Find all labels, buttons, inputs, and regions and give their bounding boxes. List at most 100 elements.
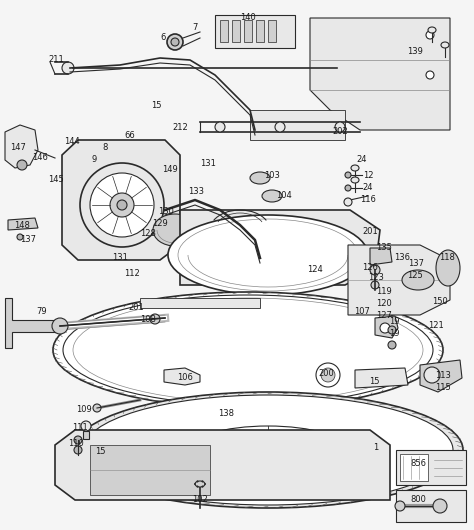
Polygon shape	[375, 316, 398, 338]
Polygon shape	[215, 15, 295, 48]
Text: 116: 116	[360, 196, 376, 205]
Circle shape	[426, 71, 434, 79]
Bar	[220, 20, 228, 42]
Polygon shape	[355, 368, 408, 388]
Circle shape	[80, 163, 164, 247]
Text: 130: 130	[158, 208, 174, 216]
Text: 106: 106	[177, 374, 193, 383]
Text: 133: 133	[188, 188, 204, 197]
Text: 148: 148	[14, 220, 30, 229]
Polygon shape	[310, 18, 450, 130]
Text: 24: 24	[363, 183, 373, 192]
Ellipse shape	[428, 27, 436, 33]
Text: 138: 138	[218, 410, 234, 419]
Text: 108: 108	[140, 315, 156, 324]
Circle shape	[395, 501, 405, 511]
Circle shape	[74, 446, 82, 454]
Circle shape	[194, 483, 196, 485]
Ellipse shape	[53, 292, 443, 408]
Text: 146: 146	[32, 154, 48, 163]
Polygon shape	[250, 110, 345, 140]
Circle shape	[335, 122, 345, 132]
Ellipse shape	[250, 172, 270, 184]
Text: 19: 19	[389, 317, 399, 326]
Text: 126: 126	[362, 263, 378, 272]
Text: 118: 118	[439, 253, 455, 262]
Text: 149: 149	[162, 165, 178, 174]
Polygon shape	[140, 298, 260, 308]
Text: 123: 123	[368, 273, 384, 282]
Text: 144: 144	[64, 137, 80, 146]
Text: 110: 110	[68, 439, 84, 448]
Bar	[396, 490, 466, 522]
Circle shape	[167, 34, 183, 50]
Text: 112: 112	[124, 269, 140, 278]
Text: 6: 6	[160, 32, 166, 41]
Circle shape	[52, 318, 68, 334]
Polygon shape	[420, 360, 462, 392]
Circle shape	[344, 198, 352, 206]
Ellipse shape	[262, 190, 282, 202]
Circle shape	[17, 160, 27, 170]
Circle shape	[202, 486, 203, 488]
Text: 211: 211	[48, 56, 64, 65]
Circle shape	[371, 281, 379, 289]
Circle shape	[171, 38, 179, 46]
Bar	[90, 445, 210, 495]
Text: 15: 15	[151, 102, 161, 110]
Bar	[232, 20, 240, 42]
Circle shape	[275, 122, 285, 132]
Text: 19: 19	[389, 330, 399, 339]
Circle shape	[321, 368, 335, 382]
Ellipse shape	[436, 250, 460, 286]
Bar	[400, 454, 428, 481]
Ellipse shape	[83, 395, 453, 505]
Text: 137: 137	[408, 260, 424, 269]
Text: 104: 104	[276, 191, 292, 200]
Circle shape	[433, 499, 447, 513]
Circle shape	[150, 314, 160, 324]
Circle shape	[117, 200, 127, 210]
Text: 121: 121	[428, 322, 444, 331]
Circle shape	[202, 481, 203, 482]
Text: 200: 200	[318, 369, 334, 378]
Text: 109: 109	[76, 405, 92, 414]
Text: 9: 9	[91, 155, 97, 164]
Circle shape	[388, 341, 396, 349]
Circle shape	[316, 363, 340, 387]
Text: 128: 128	[140, 229, 156, 239]
Ellipse shape	[168, 215, 368, 295]
Circle shape	[345, 185, 351, 191]
Text: 856: 856	[410, 460, 426, 469]
Text: 150: 150	[432, 297, 448, 306]
Polygon shape	[180, 210, 380, 285]
Text: 131: 131	[112, 253, 128, 262]
Text: 124: 124	[307, 266, 323, 275]
Circle shape	[17, 234, 23, 240]
Circle shape	[110, 193, 134, 217]
Text: 79: 79	[36, 307, 47, 316]
Circle shape	[62, 62, 74, 74]
Circle shape	[90, 173, 154, 237]
Circle shape	[74, 436, 82, 444]
Polygon shape	[164, 368, 200, 385]
Text: 15: 15	[95, 447, 105, 456]
Text: 102: 102	[192, 496, 208, 505]
Bar	[268, 20, 276, 42]
Ellipse shape	[153, 214, 197, 246]
Text: 127: 127	[376, 312, 392, 321]
Bar	[244, 20, 252, 42]
Ellipse shape	[402, 270, 434, 290]
Ellipse shape	[73, 392, 463, 508]
Polygon shape	[348, 245, 450, 315]
Circle shape	[388, 326, 396, 334]
Text: 103: 103	[264, 171, 280, 180]
Text: 7: 7	[192, 23, 198, 32]
Text: 136: 136	[394, 253, 410, 262]
Text: 107: 107	[354, 307, 370, 316]
Ellipse shape	[351, 177, 359, 183]
Text: 137: 137	[20, 235, 36, 244]
Ellipse shape	[351, 165, 359, 171]
Circle shape	[197, 481, 198, 482]
Text: 15: 15	[369, 377, 379, 386]
